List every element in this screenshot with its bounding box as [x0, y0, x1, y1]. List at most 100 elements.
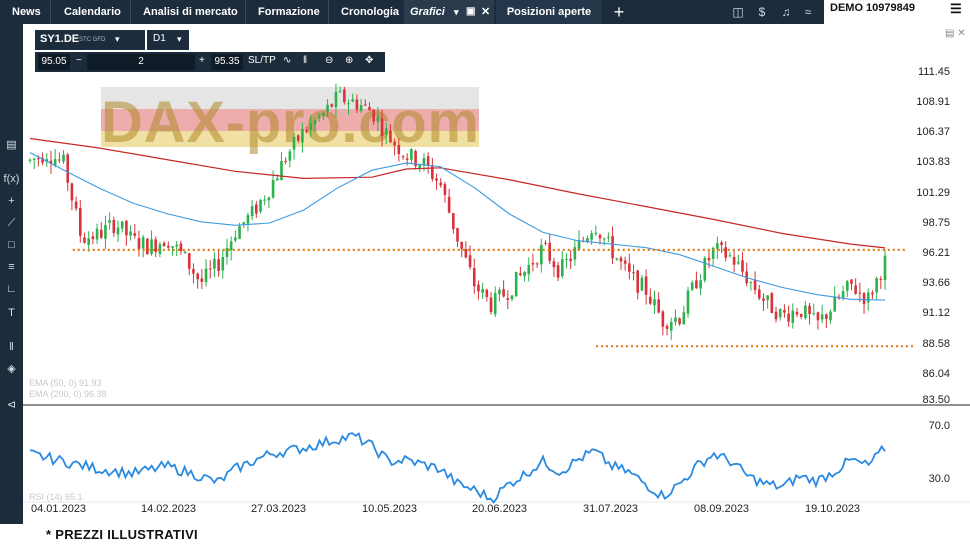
- text-tool-icon[interactable]: T: [8, 307, 15, 319]
- nav-cronologia[interactable]: Cronologia: [341, 6, 400, 18]
- candle-body: [519, 273, 522, 276]
- price-tick: 91.12: [922, 307, 950, 319]
- candle-body: [435, 178, 438, 181]
- candle-body: [607, 236, 610, 238]
- share-icon[interactable]: ⊲: [6, 399, 17, 411]
- increase-quantity-button[interactable]: +: [199, 55, 205, 66]
- nav-divider: [130, 0, 131, 24]
- candle-body: [280, 161, 283, 181]
- instrument-selector[interactable]: SY1.DE STC GFD ▾: [35, 30, 145, 50]
- candle-body: [192, 269, 195, 274]
- watermark-text: DAX-pro.com: [101, 90, 479, 155]
- candle-body: [753, 280, 757, 291]
- zoom-in-icon[interactable]: ⊕: [345, 55, 354, 66]
- candle-body: [137, 238, 141, 250]
- candle-body: [510, 295, 514, 300]
- candle-body: [330, 104, 334, 107]
- crosshair-icon[interactable]: +: [8, 195, 15, 207]
- candle-body: [611, 236, 614, 259]
- nav-analisi-di-mercato[interactable]: Analisi di mercato: [143, 6, 238, 18]
- order-ticket-bar: 95.05 − 2 + 95.35 SL/TP ∿ ‖ ⊖ ⊕ ✥: [35, 52, 385, 72]
- candle-body: [829, 311, 832, 321]
- candle-body: [573, 247, 577, 260]
- candle-type-icon[interactable]: ‖: [303, 55, 308, 66]
- add-tab-button[interactable]: +: [613, 2, 625, 22]
- rectangle-tool-icon[interactable]: □: [8, 239, 15, 251]
- zoom-out-icon[interactable]: ⊖: [325, 55, 334, 66]
- date-tick: 14.02.2023: [141, 503, 197, 515]
- fibonacci-icon[interactable]: ≡: [8, 261, 15, 273]
- support-resistance-levels: [72, 248, 913, 348]
- nav-formazione[interactable]: Formazione: [258, 6, 320, 18]
- price-chart-svg[interactable]: DAX-pro.com: [23, 24, 970, 524]
- candle-body: [653, 299, 656, 306]
- candle-body: [83, 237, 86, 243]
- candle-body: [217, 259, 220, 272]
- candle-body: [422, 157, 426, 166]
- candle-body: [535, 263, 539, 265]
- indicators-icon[interactable]: ‖: [9, 341, 14, 353]
- candle-body: [544, 242, 547, 244]
- candle-body: [125, 220, 128, 236]
- candle-body: [431, 166, 434, 179]
- candle-body: [167, 245, 170, 248]
- pitchfork-icon[interactable]: ∟: [6, 283, 17, 295]
- candle-body: [875, 278, 878, 293]
- ema50-line: [29, 152, 886, 301]
- candle-body: [686, 290, 690, 314]
- tab-posizioni-aperte[interactable]: Posizioni aperte: [496, 0, 602, 24]
- line-chart-icon[interactable]: ∿: [283, 55, 292, 66]
- price-tick: 88.58: [922, 338, 950, 350]
- rsi-tick: 70.0: [928, 420, 950, 432]
- candle-body: [615, 258, 619, 260]
- candle-body: [552, 261, 556, 268]
- candle-body: [674, 317, 677, 322]
- nav-calendario[interactable]: Calendario: [64, 6, 121, 18]
- price-tick: 103.83: [916, 156, 950, 168]
- chevron-down-icon[interactable]: ▾: [454, 7, 459, 17]
- layout-icon[interactable]: ◫: [732, 5, 744, 19]
- window-icon[interactable]: ▣: [466, 6, 476, 17]
- top-navigation-bar: News Calendario Analisi di mercato Forma…: [0, 0, 970, 24]
- quantity-input[interactable]: 2: [87, 54, 195, 70]
- candle-body: [787, 313, 790, 322]
- candle-body: [108, 220, 111, 223]
- function-icon[interactable]: f(x): [3, 173, 20, 185]
- close-tab-icon[interactable]: ✕: [481, 6, 491, 18]
- candle-body: [665, 325, 669, 329]
- candle-body: [632, 272, 635, 274]
- candle-body: [720, 242, 723, 246]
- sltp-button[interactable]: SL/TP: [248, 55, 276, 66]
- candle-body: [464, 249, 468, 258]
- candle-body: [833, 296, 837, 312]
- hamburger-icon[interactable]: ☰: [950, 1, 962, 16]
- currency-settings-icon[interactable]: $: [758, 5, 766, 19]
- account-panel[interactable]: DEMO 10979849 ☰: [824, 0, 970, 24]
- layers-icon[interactable]: ◈: [7, 363, 16, 375]
- chevron-down-icon[interactable]: ▾: [115, 34, 120, 44]
- symbol-label: SY1.DE: [40, 33, 80, 45]
- chart-area[interactable]: DAX-pro.com EMA (50, 0) 91.93 EMA (200, …: [23, 24, 970, 524]
- tab-grafici[interactable]: Grafici ▾ ▣ ✕: [404, 0, 494, 24]
- sell-price-button[interactable]: 95.05: [38, 54, 70, 70]
- watermark-band-red: [101, 109, 479, 131]
- candle-body: [158, 244, 162, 254]
- candle-body: [841, 291, 845, 299]
- candle-body: [359, 105, 363, 111]
- candle-body: [368, 107, 371, 111]
- candle-body: [732, 256, 736, 265]
- decrease-quantity-button[interactable]: −: [76, 55, 82, 66]
- buy-price-button[interactable]: 95.35: [211, 54, 243, 70]
- candle-body: [816, 312, 820, 321]
- chart-window-controls[interactable]: ▤ ✕: [945, 28, 966, 39]
- candle-body: [548, 242, 552, 261]
- alerts-icon[interactable]: ♫: [781, 5, 791, 19]
- move-icon[interactable]: ✥: [365, 55, 374, 66]
- price-tick: 96.21: [922, 247, 950, 259]
- nav-news[interactable]: News: [12, 6, 41, 18]
- nav-divider: [50, 0, 51, 24]
- chevron-down-icon[interactable]: ▾: [177, 34, 182, 44]
- timeframe-selector[interactable]: D1 ▾: [147, 30, 189, 50]
- line-tool-icon[interactable]: ⟋: [7, 217, 16, 229]
- screen-icon[interactable]: ▤: [6, 139, 17, 151]
